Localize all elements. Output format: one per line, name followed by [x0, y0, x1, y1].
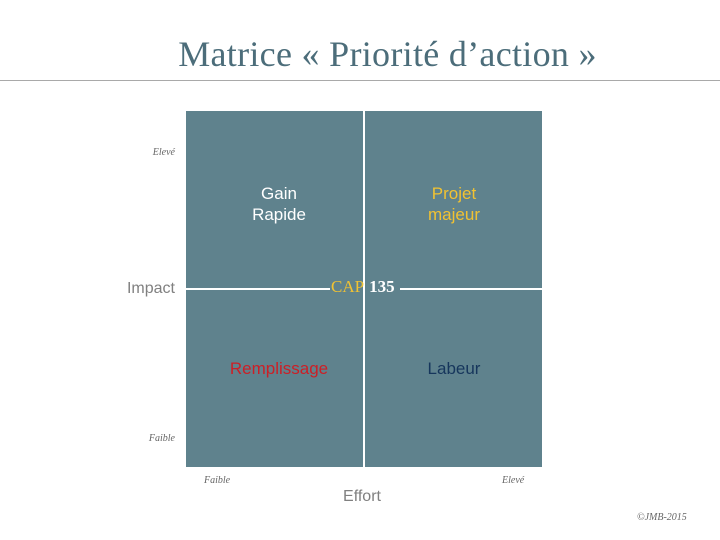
- quadrant-gain-rapide: Gain Rapide: [229, 183, 329, 225]
- vertical-divider: [363, 111, 365, 467]
- copyright-notice: ©JMB-2015: [637, 512, 687, 523]
- x-axis-low-label: Faible: [204, 475, 231, 486]
- center-number: 135: [369, 277, 395, 296]
- center-cap: CAP: [331, 277, 365, 296]
- quadrant-projet-majeur-line2: majeur: [428, 205, 480, 224]
- title-divider: [0, 80, 720, 81]
- quadrant-labeur: Labeur: [427, 359, 481, 378]
- quadrant-gain-rapide-line1: Gain: [261, 184, 297, 203]
- center-label: CAP 135: [331, 277, 395, 297]
- x-axis-high-label: Elevé: [502, 475, 525, 486]
- y-axis-high-label: Elevé: [152, 147, 175, 158]
- quadrant-projet-majeur: Projet majeur: [404, 183, 504, 225]
- y-axis-label: Impact: [126, 280, 175, 297]
- quadrant-remplissage: Remplissage: [229, 359, 329, 378]
- y-axis-low-label: Faible: [148, 433, 175, 444]
- x-axis-label: Effort: [343, 488, 381, 505]
- quadrant-projet-majeur-line1: Projet: [431, 184, 477, 203]
- horizontal-divider-right: [400, 288, 542, 290]
- quadrant-gain-rapide-line2: Rapide: [252, 205, 306, 224]
- page-title: Matrice « Priorité d’action »: [178, 34, 597, 74]
- horizontal-divider-left: [186, 288, 330, 290]
